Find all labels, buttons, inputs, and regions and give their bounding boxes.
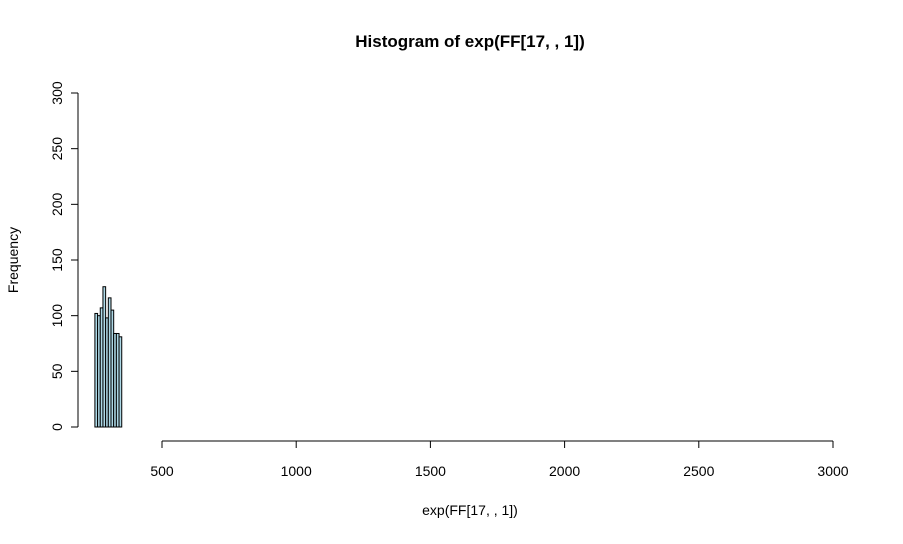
x-tick-label: 3000 bbox=[817, 463, 848, 479]
y-axis: 0 50 100 150 200 250 300 bbox=[49, 81, 79, 431]
y-tick-label: 150 bbox=[49, 248, 65, 272]
x-tick-label: 500 bbox=[150, 463, 174, 479]
y-tick-label: 300 bbox=[49, 81, 65, 105]
x-axis-label: exp(FF[17, , 1]) bbox=[422, 502, 518, 518]
y-tick-label: 100 bbox=[49, 304, 65, 328]
y-tick-label: 250 bbox=[49, 137, 65, 161]
histogram-bar bbox=[118, 336, 123, 428]
y-tick-label: 200 bbox=[49, 192, 65, 216]
chart-title: Histogram of exp(FF[17, , 1]) bbox=[355, 32, 585, 51]
y-tick-label: 0 bbox=[49, 423, 65, 431]
x-tick-label: 2000 bbox=[549, 463, 580, 479]
y-axis-label: Frequency bbox=[5, 227, 21, 293]
x-tick-label: 1500 bbox=[415, 463, 446, 479]
histogram-bars bbox=[94, 286, 123, 428]
x-tick-label: 2500 bbox=[683, 463, 714, 479]
x-axis: 500 1000 1500 2000 2500 3000 bbox=[150, 440, 849, 479]
x-tick-label: 1000 bbox=[281, 463, 312, 479]
y-tick-label: 50 bbox=[49, 363, 65, 379]
